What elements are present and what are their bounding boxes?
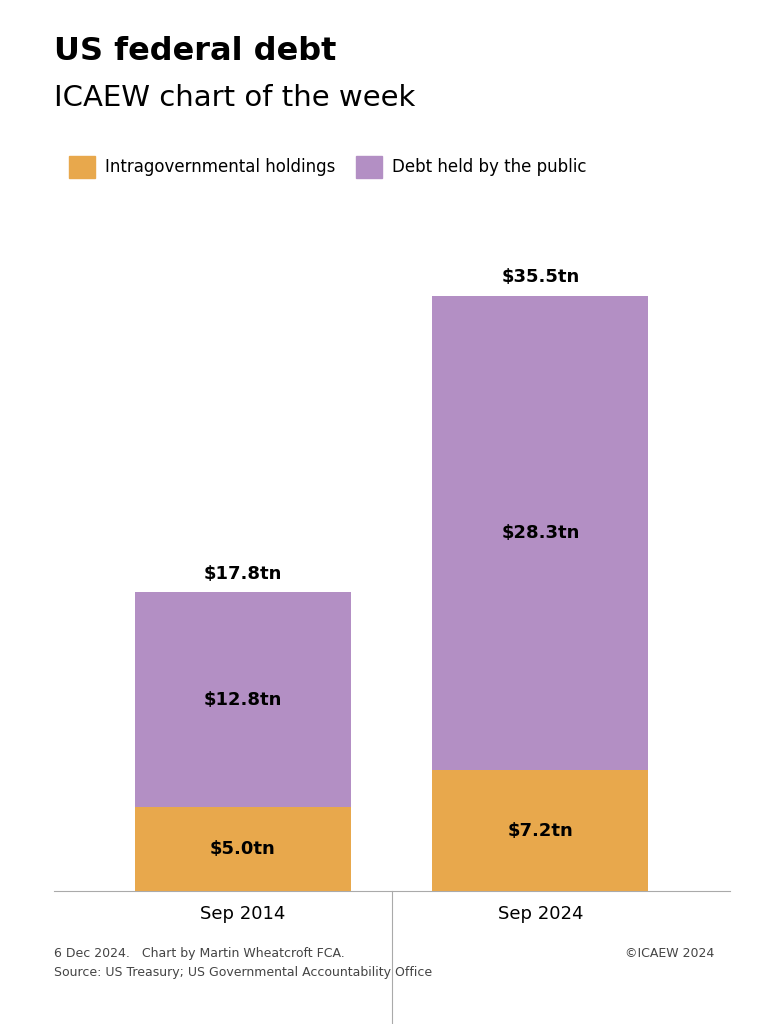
Text: $35.5tn: $35.5tn	[502, 268, 580, 287]
Text: $5.0tn: $5.0tn	[210, 840, 276, 858]
Text: ©ICAEW 2024: ©ICAEW 2024	[625, 947, 714, 961]
Text: $12.8tn: $12.8tn	[204, 691, 282, 709]
Bar	[135, 807, 351, 891]
Text: ICAEW chart of the week: ICAEW chart of the week	[54, 84, 415, 112]
Bar	[432, 770, 648, 891]
Text: $28.3tn: $28.3tn	[502, 524, 580, 542]
Text: $17.8tn: $17.8tn	[204, 565, 282, 584]
Bar	[432, 296, 648, 770]
Text: Source: US Treasury; US Governmental Accountability Office: Source: US Treasury; US Governmental Acc…	[54, 966, 432, 979]
Text: 6 Dec 2024.   Chart by Martin Wheatcroft FCA.: 6 Dec 2024. Chart by Martin Wheatcroft F…	[54, 947, 345, 961]
Text: $7.2tn: $7.2tn	[508, 821, 573, 840]
Text: US federal debt: US federal debt	[54, 36, 336, 67]
Legend: Intragovernmental holdings, Debt held by the public: Intragovernmental holdings, Debt held by…	[62, 150, 594, 184]
Bar	[135, 593, 351, 807]
